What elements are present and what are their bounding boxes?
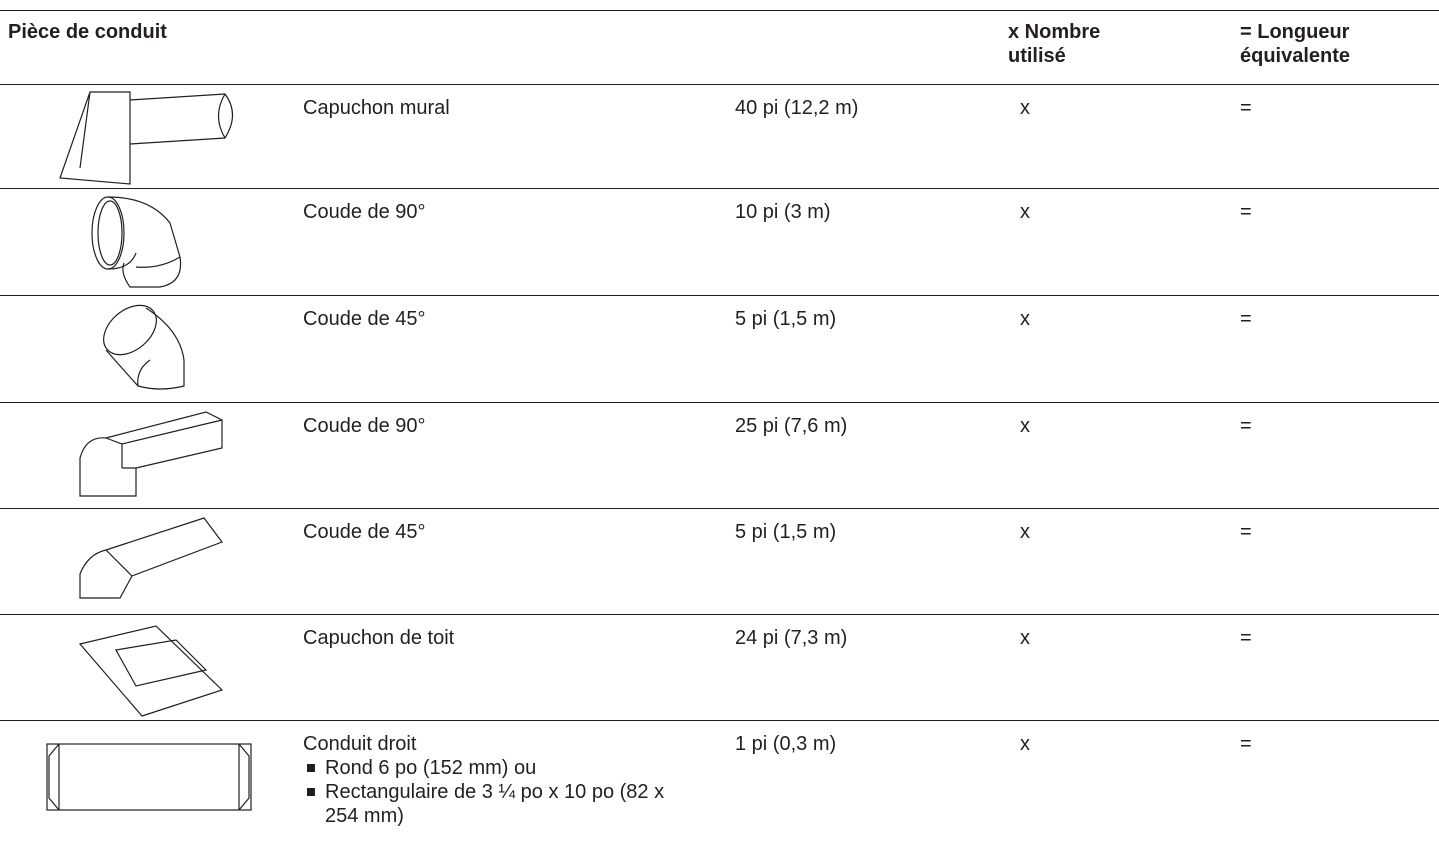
row-times: x bbox=[1020, 627, 1030, 649]
rule bbox=[0, 402, 1439, 403]
icon-round-90 bbox=[80, 193, 190, 299]
row-name: Coude de 45° bbox=[303, 521, 426, 543]
row-times: x bbox=[1020, 415, 1030, 437]
header-equivalent: = Longueur équivalente bbox=[1240, 21, 1351, 67]
row-times: x bbox=[1020, 97, 1030, 119]
row-equals: = bbox=[1240, 627, 1252, 649]
icon-round-45 bbox=[90, 300, 200, 406]
icon-rect-45 bbox=[76, 514, 226, 610]
rule bbox=[0, 295, 1439, 296]
row-name: Coude de 45° bbox=[303, 308, 426, 330]
rule bbox=[0, 188, 1439, 189]
header-piece: Pièce de conduit bbox=[8, 21, 167, 43]
header-count: x Nombre utilisé bbox=[1008, 21, 1101, 67]
rule bbox=[0, 508, 1439, 509]
row-equals: = bbox=[1240, 415, 1252, 437]
bullet-item: Rectangulaire de 3 ¼ po x 10 po (82 x 25… bbox=[303, 780, 683, 828]
row-times: x bbox=[1020, 201, 1030, 223]
row-name: Capuchon mural bbox=[303, 97, 450, 119]
row-equals: = bbox=[1240, 308, 1252, 330]
row-length: 5 pi (1,5 m) bbox=[735, 521, 837, 543]
row-equals: = bbox=[1240, 97, 1252, 119]
row-name: Capuchon de toit bbox=[303, 627, 455, 649]
row-times: x bbox=[1020, 521, 1030, 543]
row-name: Coude de 90° bbox=[303, 415, 426, 437]
row-name: Coude de 90° bbox=[303, 201, 426, 223]
row-equals: = bbox=[1240, 521, 1252, 543]
icon-roof-cap bbox=[76, 620, 226, 726]
icon-wall-cap bbox=[40, 88, 250, 194]
row-equals: = bbox=[1240, 201, 1252, 223]
row-length: 25 pi (7,6 m) bbox=[735, 415, 848, 437]
rule bbox=[0, 84, 1439, 85]
row-length: 10 pi (3 m) bbox=[735, 201, 831, 223]
rule bbox=[0, 720, 1439, 721]
row-equals: = bbox=[1240, 733, 1252, 755]
row-length: 40 pi (12,2 m) bbox=[735, 97, 859, 119]
rule bbox=[0, 614, 1439, 615]
bullet-list: Rond 6 po (152 mm) ou Rectangulaire de 3 … bbox=[303, 756, 683, 828]
icon-rect-90 bbox=[76, 408, 226, 508]
row-length: 5 pi (1,5 m) bbox=[735, 308, 837, 330]
row-times: x bbox=[1020, 308, 1030, 330]
rule bbox=[0, 10, 1439, 11]
icon-straight-duct bbox=[45, 742, 255, 820]
row-length: 1 pi (0,3 m) bbox=[735, 733, 837, 755]
row-length: 24 pi (7,3 m) bbox=[735, 627, 848, 649]
row-times: x bbox=[1020, 733, 1030, 755]
row-name: Conduit droit bbox=[303, 733, 417, 755]
bullet-item: Rond 6 po (152 mm) ou bbox=[303, 756, 683, 780]
